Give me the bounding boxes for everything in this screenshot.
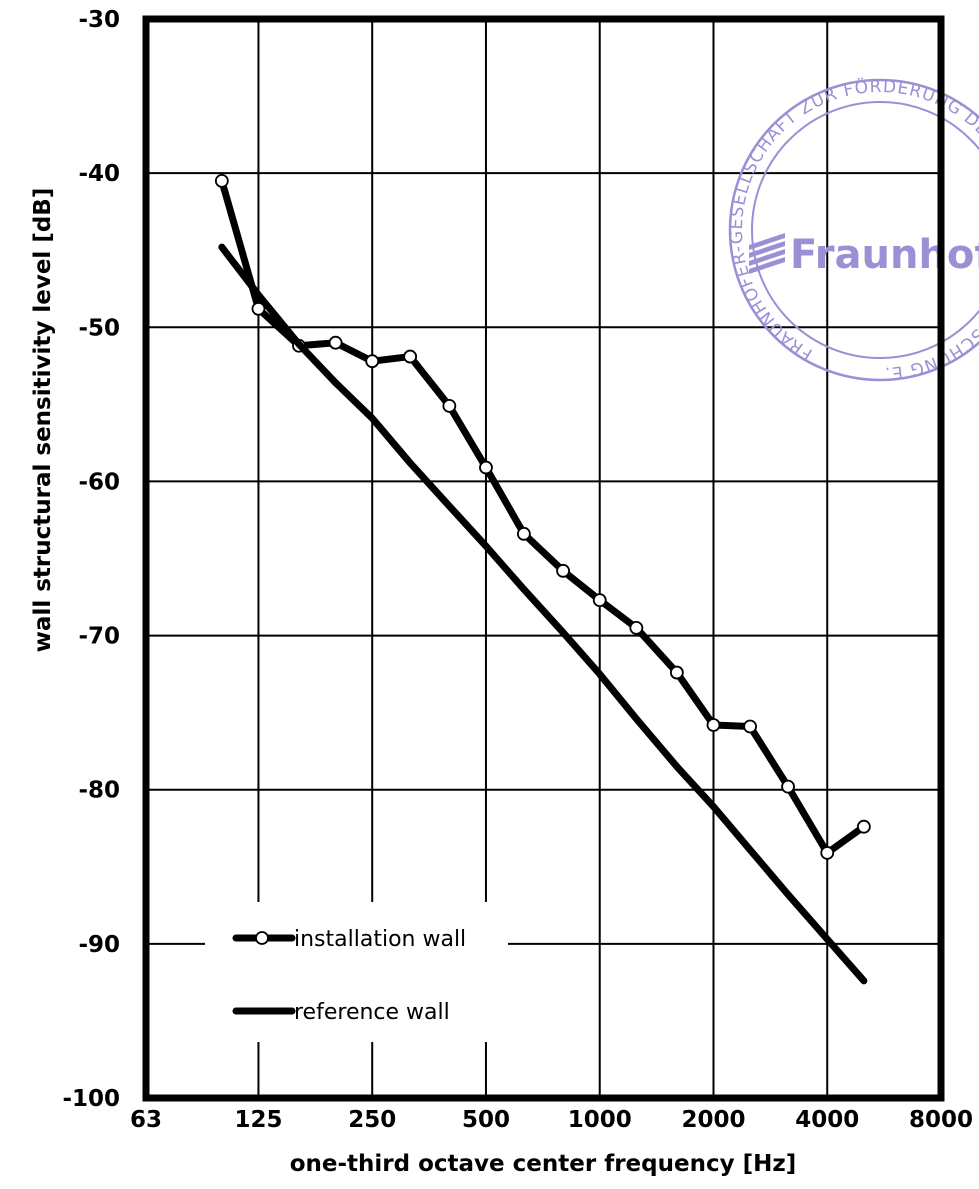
y-tick-label: -30 [78, 7, 120, 33]
axis-ticks: 63 125 250 500 1000 2000 4000 8000 -30 -40 -50 -60 -… [62, 7, 973, 1133]
y-tick-label: -50 [78, 315, 120, 341]
x-tick-label: 250 [348, 1107, 396, 1133]
series-point [669, 665, 684, 680]
series-point [743, 719, 758, 734]
stamp-logo-text: Fraunhofer [790, 232, 979, 278]
series-point [214, 173, 229, 188]
series-point [442, 398, 457, 413]
x-tick-label: 2000 [681, 1107, 745, 1133]
series-point [706, 718, 721, 732]
series-point [328, 335, 343, 350]
x-tick-label: 4000 [795, 1107, 859, 1133]
series-point [820, 846, 835, 860]
x-tick-label: 1000 [568, 1107, 632, 1133]
series-point [251, 301, 266, 316]
legend-background [205, 902, 508, 1042]
series-line-0 [218, 177, 868, 857]
x-tick-label: 63 [130, 1107, 162, 1133]
y-tick-label: -40 [78, 161, 120, 187]
y-tick-label: -100 [62, 1086, 120, 1112]
stamp-logo-stripe [749, 241, 785, 258]
legend-label: reference wall [294, 1000, 450, 1025]
stamp-inner-ring [751, 101, 979, 359]
series-point [629, 620, 644, 635]
stamp-logo-stripe [749, 257, 785, 274]
series-point [403, 349, 418, 364]
y-tick-label: -70 [78, 624, 120, 650]
series-point [365, 354, 380, 369]
series-point [479, 460, 493, 475]
plot-series [214, 173, 871, 985]
x-tick-label: 500 [462, 1107, 510, 1133]
y-axis-title: wall structural sensitivity level [dB] [30, 188, 56, 653]
y-tick-label: -80 [78, 778, 120, 804]
series-point [592, 593, 607, 608]
stamp-logo-stripe [749, 233, 785, 250]
plot-frame [142, 15, 945, 1102]
y-tick-label: -60 [78, 469, 120, 495]
stamp-outer-ring [728, 78, 979, 382]
legend: installation wall reference wall [205, 902, 508, 1042]
series-point [516, 526, 531, 541]
legend-label: installation wall [294, 927, 466, 952]
x-tick-label: 125 [234, 1107, 282, 1133]
stamp-logo-stripe [749, 249, 785, 266]
x-axis-title: one-third octave center frequency [Hz] [290, 1151, 797, 1177]
series-point [781, 779, 795, 794]
series-point [556, 563, 571, 578]
series-point [856, 819, 871, 834]
y-tick-label: -90 [78, 932, 120, 958]
x-tick-label: 8000 [909, 1107, 973, 1133]
legend-swatch-marker [255, 931, 269, 945]
series-line-1 [218, 243, 868, 985]
